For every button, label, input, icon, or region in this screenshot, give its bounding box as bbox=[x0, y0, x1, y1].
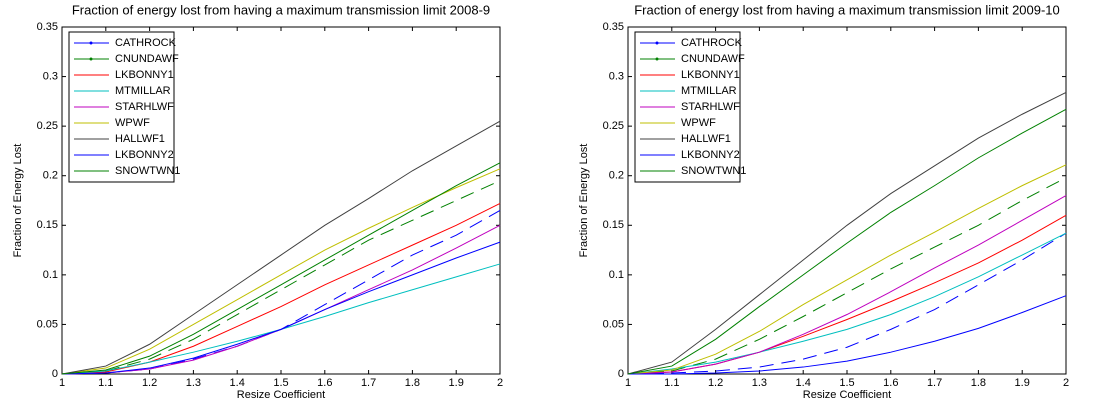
y-tick-label: 0.25 bbox=[603, 120, 624, 132]
legend-label: STARHLWF bbox=[681, 101, 740, 113]
y-tick-label: 0.05 bbox=[603, 318, 624, 330]
y-tick-label: 0.2 bbox=[609, 170, 624, 182]
y-tick-label: 0.3 bbox=[43, 70, 58, 82]
y-tick-label: 0.2 bbox=[43, 170, 58, 182]
x-axis-label: Resize Coefficient bbox=[803, 389, 891, 401]
x-tick-label: 1.6 bbox=[317, 377, 332, 389]
series-line bbox=[627, 177, 1067, 375]
x-tick-label: 1.5 bbox=[273, 377, 288, 389]
y-tick-label: 0.1 bbox=[609, 269, 624, 281]
legend-marker bbox=[655, 57, 659, 61]
legend-label: LKBONNY1 bbox=[681, 69, 740, 81]
series-line bbox=[627, 108, 1067, 375]
legend-label: SNOWTWN1 bbox=[115, 165, 180, 177]
x-tick-label: 1.8 bbox=[405, 377, 420, 389]
legend-label: LKBONNY2 bbox=[681, 149, 740, 161]
legend-label: SNOWTWN1 bbox=[681, 165, 746, 177]
x-tick-label: 1.4 bbox=[796, 377, 811, 389]
x-tick-label: 2 bbox=[1063, 377, 1069, 389]
series-line bbox=[627, 232, 1067, 375]
x-tick-label: 1.1 bbox=[664, 377, 679, 389]
series-line bbox=[61, 180, 501, 375]
chart-title: Fraction of energy lost from having a ma… bbox=[72, 2, 490, 17]
y-tick-label: 0.35 bbox=[603, 21, 624, 33]
y-tick-label: 0 bbox=[52, 368, 58, 380]
legend-marker bbox=[89, 57, 93, 61]
x-tick-label: 1.2 bbox=[142, 377, 157, 389]
legend-label: LKBONNY2 bbox=[115, 149, 174, 161]
y-tick-label: 0 bbox=[618, 368, 624, 380]
x-tick-label: 2 bbox=[497, 377, 503, 389]
y-tick-label: 0.3 bbox=[609, 70, 624, 82]
legend-label: HALLWF1 bbox=[681, 133, 731, 145]
x-tick-label: 1.3 bbox=[752, 377, 767, 389]
y-tick-label: 0.25 bbox=[37, 120, 58, 132]
x-tick-label: 1 bbox=[59, 377, 65, 389]
x-tick-label: 1.8 bbox=[971, 377, 986, 389]
y-axis-label: Fraction of Energy Lost bbox=[12, 144, 24, 258]
x-axis-label: Resize Coefficient bbox=[237, 389, 325, 401]
legend-label: MTMILLAR bbox=[681, 85, 737, 97]
x-tick-label: 1.2 bbox=[708, 377, 723, 389]
series-line bbox=[61, 162, 501, 375]
legend-label: CNUNDAWF bbox=[681, 53, 745, 65]
x-tick-label: 1.1 bbox=[98, 377, 113, 389]
series-line bbox=[627, 91, 1067, 375]
legend-label: CATHROCK bbox=[115, 37, 177, 49]
series-line bbox=[61, 120, 501, 375]
x-tick-label: 1.9 bbox=[449, 377, 464, 389]
x-tick-label: 1.4 bbox=[230, 377, 245, 389]
x-tick-label: 1 bbox=[625, 377, 631, 389]
series-line bbox=[627, 164, 1067, 375]
legend-marker bbox=[89, 41, 93, 45]
x-tick-label: 1.6 bbox=[883, 377, 898, 389]
legend-label: WPWF bbox=[115, 117, 150, 129]
legend-marker bbox=[655, 41, 659, 45]
legend-label: CNUNDAWF bbox=[115, 53, 179, 65]
y-axis-label: Fraction of Energy Lost bbox=[578, 144, 590, 258]
legend-label: LKBONNY1 bbox=[115, 69, 174, 81]
legend-label: HALLWF1 bbox=[115, 133, 165, 145]
x-tick-label: 1.5 bbox=[839, 377, 854, 389]
series-line bbox=[61, 168, 501, 375]
series-line bbox=[627, 195, 1067, 375]
y-tick-label: 0.15 bbox=[37, 219, 58, 231]
series-line bbox=[61, 241, 501, 375]
y-tick-label: 0.05 bbox=[37, 318, 58, 330]
x-tick-label: 1.7 bbox=[927, 377, 942, 389]
chart-title: Fraction of energy lost from having a ma… bbox=[634, 2, 1060, 17]
y-tick-label: 0.35 bbox=[37, 21, 58, 33]
legend-label: STARHLWF bbox=[115, 101, 174, 113]
series-line bbox=[628, 295, 1067, 375]
legend-label: WPWF bbox=[681, 117, 716, 129]
x-tick-label: 1.3 bbox=[186, 377, 201, 389]
x-tick-label: 1.7 bbox=[361, 377, 376, 389]
legend-label: MTMILLAR bbox=[115, 85, 171, 97]
y-tick-label: 0.1 bbox=[43, 269, 58, 281]
y-tick-label: 0.15 bbox=[603, 219, 624, 231]
x-tick-label: 1.9 bbox=[1015, 377, 1030, 389]
series-line bbox=[627, 232, 1067, 375]
legend-label: CATHROCK bbox=[681, 37, 743, 49]
